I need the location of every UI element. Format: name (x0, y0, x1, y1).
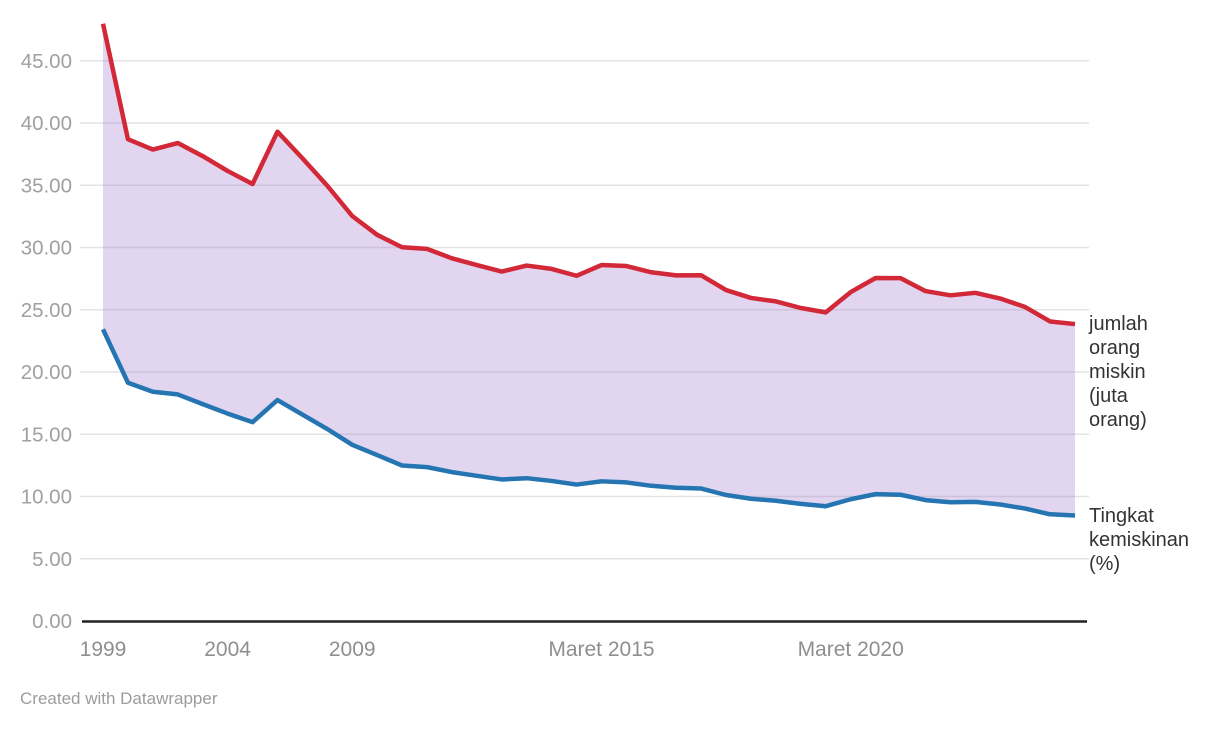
y-axis-tick-label: 45.00 (21, 50, 72, 73)
tingkat-kemiskinan-line (100, 328, 1076, 518)
x-axis-tick-label: Maret 2015 (548, 638, 654, 661)
y-axis-tick-label: 35.00 (21, 174, 72, 197)
y-axis-tick-label: 5.00 (32, 548, 72, 571)
y-axis-tick-label: 0.00 (32, 610, 72, 633)
y-axis-tick-label: 15.00 (21, 423, 72, 446)
datawrapper-credit-link[interactable]: Created with Datawrapper (20, 689, 218, 708)
fill-between-area (103, 23, 1075, 516)
y-axis-tick-label: 25.00 (21, 299, 72, 322)
series-label-jumlah-orang-miskin: jumlah orang miskin (juta orang) (1089, 313, 1148, 432)
x-axis-tick-label: 2004 (204, 638, 251, 661)
y-axis-tick-label: 10.00 (21, 486, 72, 509)
x-axis-tick-label: Maret 2020 (798, 638, 904, 661)
x-axis-tick-label: 2009 (329, 638, 376, 661)
y-axis-tick-label: 30.00 (21, 237, 72, 260)
y-axis-tick-label: 40.00 (21, 112, 72, 135)
x-axis-tick-label: 1999 (80, 638, 127, 661)
y-axis-tick-label: 20.00 (21, 361, 72, 384)
series-label-tingkat-kemiskinan: Tingkat kemiskinan (%) (1089, 504, 1190, 575)
jumlah-orang-miskin-line (100, 23, 1076, 327)
